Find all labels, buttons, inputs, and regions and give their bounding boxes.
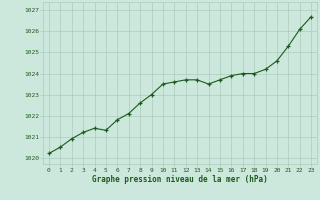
X-axis label: Graphe pression niveau de la mer (hPa): Graphe pression niveau de la mer (hPa) xyxy=(92,175,268,184)
